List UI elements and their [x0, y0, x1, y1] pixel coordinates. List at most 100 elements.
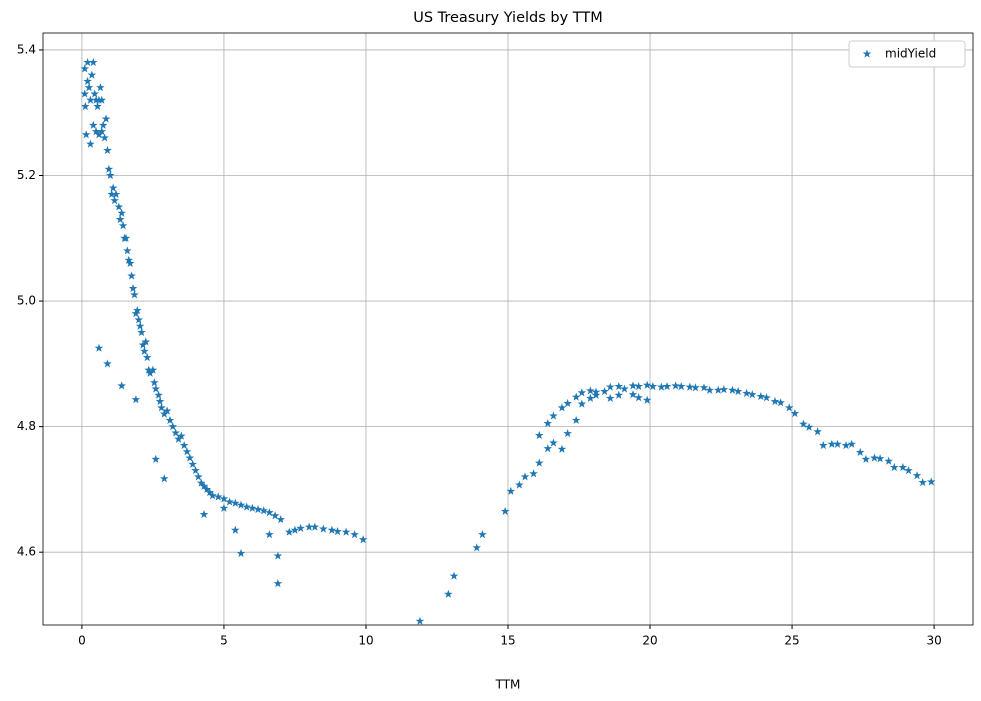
- x-tick-label: 0: [78, 634, 86, 648]
- data-point: [157, 403, 166, 412]
- data-point: [273, 551, 283, 560]
- data-point: [160, 474, 169, 483]
- y-tick-label: 4.6: [17, 545, 36, 559]
- data-point: [185, 453, 195, 462]
- data-point: [799, 419, 808, 428]
- data-point: [123, 246, 132, 255]
- data-point: [748, 390, 757, 399]
- data-point: [128, 284, 138, 293]
- data-point: [657, 382, 666, 391]
- data-point: [762, 393, 771, 402]
- data-point: [127, 271, 136, 280]
- data-point: [107, 189, 117, 198]
- data-point: [130, 290, 139, 299]
- data-point: [177, 431, 186, 440]
- data-point: [97, 95, 107, 104]
- data-point: [145, 368, 155, 377]
- data-point: [104, 164, 114, 173]
- data-point: [557, 444, 567, 453]
- data-point: [855, 447, 865, 456]
- data-point: [841, 440, 851, 450]
- y-tick-label: 4.8: [17, 419, 36, 433]
- data-point: [151, 384, 161, 393]
- data-point: [83, 76, 92, 85]
- data-point: [236, 500, 246, 509]
- data-point: [103, 359, 112, 368]
- data-point: [543, 444, 553, 453]
- data-point: [614, 390, 624, 399]
- data-point: [253, 504, 263, 514]
- data-point: [770, 397, 780, 406]
- data-point: [784, 403, 794, 412]
- data-point: [89, 120, 98, 129]
- x-tick-label: 10: [358, 634, 373, 648]
- data-point: [577, 399, 587, 408]
- data-point: [543, 418, 553, 428]
- data-point: [108, 183, 118, 192]
- data-point: [833, 439, 842, 448]
- data-point: [926, 477, 936, 486]
- data-point: [276, 515, 286, 524]
- data-point: [571, 415, 581, 424]
- data-point: [534, 430, 544, 440]
- data-point: [199, 481, 209, 490]
- data-point: [699, 383, 709, 392]
- data-point: [628, 381, 638, 390]
- data-point: [719, 385, 729, 394]
- data-point: [179, 440, 189, 450]
- data-point: [134, 315, 144, 324]
- data-point: [259, 506, 268, 515]
- data-point: [586, 393, 595, 403]
- data-point: [571, 392, 581, 401]
- data-point: [141, 337, 151, 346]
- data-point: [236, 548, 246, 558]
- data-point: [884, 456, 893, 465]
- data-point: [87, 70, 97, 79]
- data-point: [194, 472, 203, 481]
- data-point: [327, 525, 337, 534]
- data-point: [875, 454, 885, 463]
- data-point: [111, 189, 121, 198]
- data-point: [96, 83, 105, 92]
- data-point: [84, 83, 94, 92]
- data-point: [162, 406, 172, 415]
- data-point: [80, 64, 90, 73]
- data-point: [191, 466, 200, 475]
- data-point: [733, 386, 743, 396]
- legend-marker: [862, 49, 872, 58]
- data-point: [86, 95, 95, 104]
- x-tick-label: 30: [926, 634, 941, 648]
- data-point: [472, 543, 482, 552]
- data-point: [310, 522, 320, 531]
- data-point: [182, 447, 192, 456]
- data-point: [98, 120, 108, 129]
- data-point: [188, 459, 197, 468]
- data-point: [662, 381, 672, 391]
- data-point: [648, 381, 658, 391]
- x-tick-label: 25: [784, 634, 799, 648]
- data-point: [634, 381, 643, 391]
- data-point: [713, 385, 723, 394]
- data-point: [742, 388, 751, 397]
- data-point: [160, 409, 169, 418]
- data-point: [165, 415, 175, 424]
- data-point: [265, 508, 274, 517]
- data-point: [81, 101, 90, 111]
- data-point: [80, 89, 90, 98]
- data-point: [520, 472, 530, 481]
- data-point: [114, 202, 124, 211]
- data-point: [118, 221, 128, 230]
- data-point: [898, 462, 908, 472]
- x-tick-label: 15: [500, 634, 515, 648]
- data-point: [94, 343, 104, 352]
- data-point: [248, 503, 257, 512]
- data-point: [154, 390, 163, 399]
- data-point: [202, 484, 212, 494]
- data-point: [290, 525, 300, 534]
- data-point: [131, 395, 141, 404]
- legend-label: midYield: [885, 47, 936, 61]
- data-point: [912, 471, 922, 480]
- data-point: [199, 510, 209, 519]
- data-point: [642, 395, 652, 404]
